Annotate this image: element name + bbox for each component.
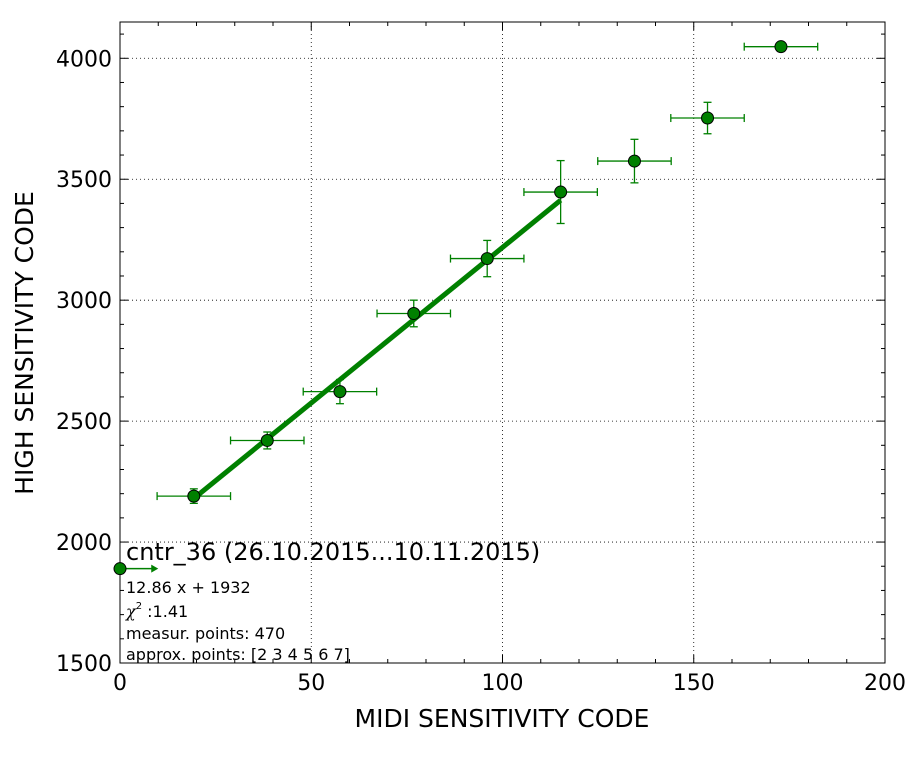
y-axis-label: HIGH SENSITIVITY CODE — [10, 191, 39, 495]
data-point — [627, 154, 641, 168]
legend-arrow-head — [151, 564, 159, 573]
y-tick-label: 2500 — [56, 410, 112, 435]
y-tick-labels: 1500 2000 2500 3000 3500 4000 — [56, 47, 112, 677]
legend-series-label: cntr_36 (26.10.2015...10.11.2015) — [126, 538, 540, 566]
data-markers — [187, 40, 788, 503]
grid-lines — [120, 22, 885, 663]
legend-chi2-exponent: 2 — [136, 601, 142, 612]
y-tick-label: 4000 — [56, 47, 112, 72]
y-tick-label: 1500 — [56, 652, 112, 677]
legend-measur-points: measur. points: 470 — [126, 624, 285, 643]
legend-chi2-value: :1.41 — [142, 602, 188, 621]
x-tick-label: 50 — [297, 671, 325, 696]
x-tick-label: 0 — [113, 671, 127, 696]
legend-approx-points: approx. points: [2 3 4 5 6 7] — [126, 645, 350, 664]
y-tick-label: 2000 — [56, 531, 112, 556]
x-tick-label: 200 — [864, 671, 906, 696]
legend-equation: 12.86 x + 1932 — [126, 578, 251, 597]
data-point — [187, 489, 201, 503]
legend-marker — [113, 562, 159, 576]
x-axis-label: MIDI SENSITIVITY CODE — [355, 704, 650, 733]
legend-point — [113, 562, 127, 576]
data-point — [407, 306, 421, 320]
legend-chi2: χ2 :1.41 — [125, 601, 188, 621]
x-tick-labels: 0 50 100 150 200 — [113, 671, 906, 696]
legend: cntr_36 (26.10.2015...10.11.2015) 12.86 … — [113, 538, 540, 664]
data-point — [774, 40, 788, 54]
data-point — [554, 185, 568, 199]
fit-line — [192, 198, 563, 501]
fit-line-layer — [192, 198, 563, 501]
data-point — [333, 385, 347, 399]
data-point — [260, 433, 274, 447]
data-point — [701, 111, 715, 125]
y-tick-label: 3500 — [56, 168, 112, 193]
x-tick-label: 100 — [482, 671, 524, 696]
y-tick-label: 3000 — [56, 289, 112, 314]
plot-frame — [119, 21, 886, 664]
minor-ticks — [120, 22, 885, 663]
x-tick-label: 150 — [673, 671, 715, 696]
legend-chi2-symbol: χ — [125, 602, 137, 621]
data-point — [480, 252, 494, 266]
